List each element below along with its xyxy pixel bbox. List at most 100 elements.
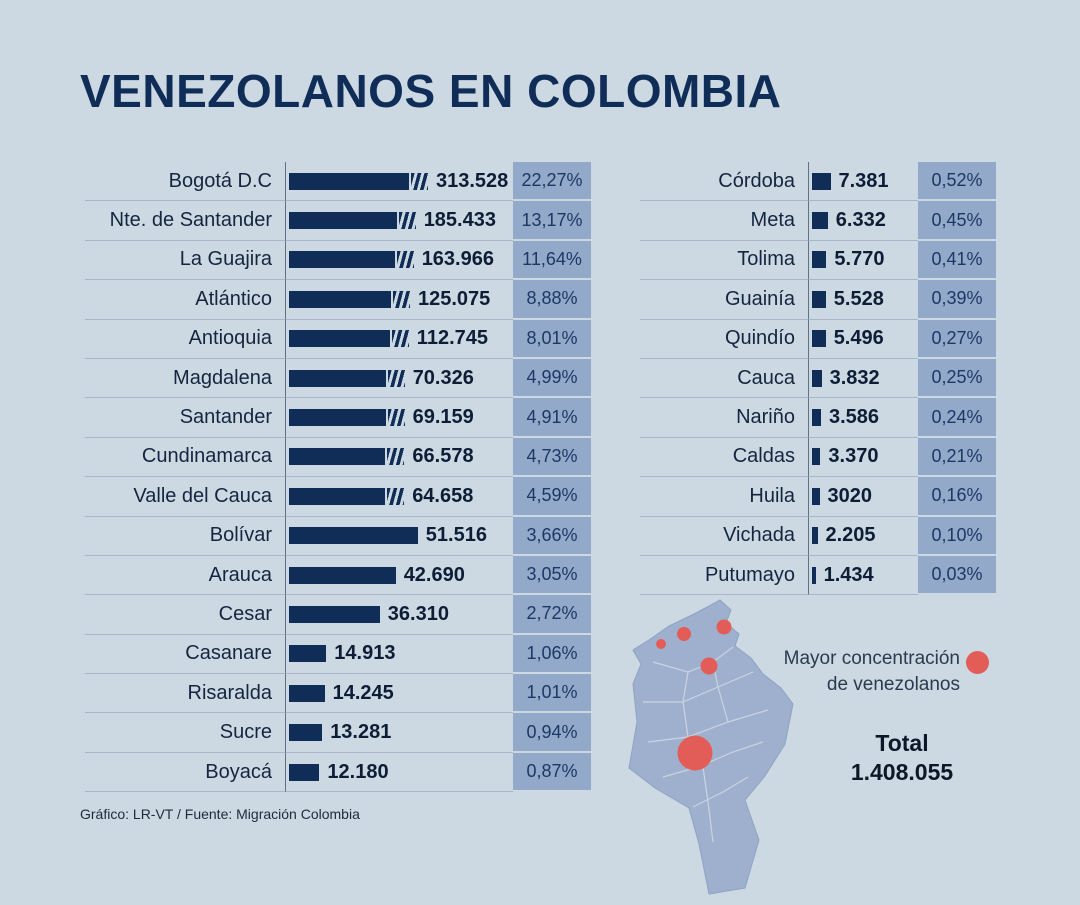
bar-row: Vichada 2.205 0,10% <box>640 516 996 556</box>
percent-label: 0,87% <box>513 752 591 793</box>
bar-row: Meta 6.332 0,45% <box>640 201 996 241</box>
axis-break-icon <box>391 330 409 348</box>
category-label: Bolívar <box>85 517 285 556</box>
bar-row: Bogotá D.C 313.528 22,27% <box>85 162 591 202</box>
category-label: Vichada <box>640 517 808 556</box>
value-label: 3.370 <box>828 445 879 468</box>
bar-cell: 6.332 <box>808 201 918 241</box>
percent-label: 1,01% <box>513 674 591 714</box>
bar <box>812 448 821 466</box>
bar <box>812 487 820 505</box>
percent-label: 0,24% <box>918 398 996 438</box>
bar <box>812 172 831 190</box>
bar-chart-left: Bogotá D.C 313.528 22,27% Nte. de Santander… <box>85 162 591 793</box>
percent-label: 0,39% <box>918 280 996 320</box>
category-label: Tolima <box>640 241 808 281</box>
bar-row: Magdalena 70.326 4,99% <box>85 358 591 399</box>
bar <box>289 212 397 230</box>
value-label: 313.528 <box>436 169 509 192</box>
percent-label: 8,88% <box>513 280 591 320</box>
category-label: Cauca <box>640 359 808 399</box>
total-box: Total 1.408.055 <box>832 730 972 786</box>
bar-row: Antioquia 112.745 8,01% <box>85 319 591 359</box>
bar-cell: 42.690 <box>285 555 513 596</box>
category-label: Atlántico <box>85 280 285 320</box>
legend-line1: Mayor concentración <box>783 648 960 669</box>
value-label: 13.281 <box>330 721 392 744</box>
category-label: Quindío <box>640 320 808 359</box>
bar <box>289 172 409 190</box>
bar-cell: 13.281 <box>285 713 513 753</box>
percent-label: 11,64% <box>513 240 591 281</box>
percent-label: 0,27% <box>918 319 996 359</box>
bar-row: Cundinamarca 66.578 4,73% <box>85 437 591 478</box>
category-label: Valle del Cauca <box>85 477 285 517</box>
percent-label: 4,91% <box>513 398 591 438</box>
percent-label: 13,17% <box>513 201 591 241</box>
total-value: 1.408.055 <box>850 759 954 785</box>
category-label: Magdalena <box>85 359 285 399</box>
bar-row: Bolívar 51.516 3,66% <box>85 516 591 556</box>
percent-label: 0,21% <box>918 437 996 478</box>
bar-cell: 163.966 <box>285 240 513 281</box>
bar-row: Arauca 42.690 3,05% <box>85 555 591 596</box>
bar <box>812 527 818 545</box>
bar-cell: 1.434 <box>808 555 918 596</box>
bar-cell: 2.205 <box>808 516 918 556</box>
percent-label: 0,25% <box>918 358 996 399</box>
percent-label: 0,10% <box>918 516 996 556</box>
percent-label: 0,16% <box>918 477 996 517</box>
bar-cell: 36.310 <box>285 595 513 635</box>
bar-row: Caldas 3.370 0,21% <box>640 437 996 478</box>
colombia-map-svg <box>628 599 794 895</box>
bar-cell: 3.832 <box>808 358 918 399</box>
bar-cell: 7.381 <box>808 162 918 202</box>
bar <box>812 369 822 387</box>
bar-cell: 51.516 <box>285 516 513 556</box>
bar-cell: 5.496 <box>808 319 918 359</box>
category-label: Santander <box>85 398 285 438</box>
value-label: 1.434 <box>823 563 874 586</box>
legend-line2: de venezolanos <box>826 673 960 695</box>
bar <box>289 763 320 781</box>
bar-cell: 70.326 <box>285 358 513 399</box>
bar <box>289 369 386 387</box>
bar <box>812 409 821 427</box>
axis-break-icon <box>398 212 416 230</box>
bar-row: Santander 69.159 4,91% <box>85 398 591 438</box>
legend: Mayor concentración de venezolanos <box>760 646 960 697</box>
bar-row: Huila 3020 0,16% <box>640 477 996 517</box>
category-label: Risaralda <box>85 674 285 714</box>
bar-cell: 3020 <box>808 477 918 517</box>
bar <box>289 409 386 427</box>
axis-break-icon <box>387 409 405 427</box>
percent-label: 0,41% <box>918 240 996 281</box>
axis-break-icon <box>387 487 405 505</box>
bar-cell: 66.578 <box>285 437 513 478</box>
bar-row: Nariño 3.586 0,24% <box>640 398 996 438</box>
value-label: 5.496 <box>833 327 884 350</box>
bar-cell: 5.770 <box>808 240 918 281</box>
category-label: La Guajira <box>85 241 285 281</box>
bar-row: La Guajira 163.966 11,64% <box>85 240 591 281</box>
category-label: Córdoba <box>640 162 808 202</box>
percent-label: 4,59% <box>513 477 591 517</box>
bar <box>812 251 827 269</box>
percent-label: 22,27% <box>513 162 591 202</box>
value-label: 12.180 <box>327 760 389 783</box>
percent-label: 0,45% <box>918 201 996 241</box>
bar-cell: 185.433 <box>285 201 513 241</box>
total-label: Total <box>875 730 929 756</box>
bar <box>289 448 386 466</box>
category-label: Bogotá D.C <box>85 162 285 202</box>
value-label: 5.528 <box>833 287 884 310</box>
percent-label: 0,52% <box>918 162 996 202</box>
value-label: 7.381 <box>838 169 889 192</box>
category-label: Arauca <box>85 556 285 596</box>
bar <box>289 684 325 702</box>
bar <box>812 290 826 308</box>
bar-cell: 3.370 <box>808 437 918 478</box>
percent-label: 3,66% <box>513 516 591 556</box>
category-label: Caldas <box>640 438 808 478</box>
bar-row: Risaralda 14.245 1,01% <box>85 674 591 714</box>
